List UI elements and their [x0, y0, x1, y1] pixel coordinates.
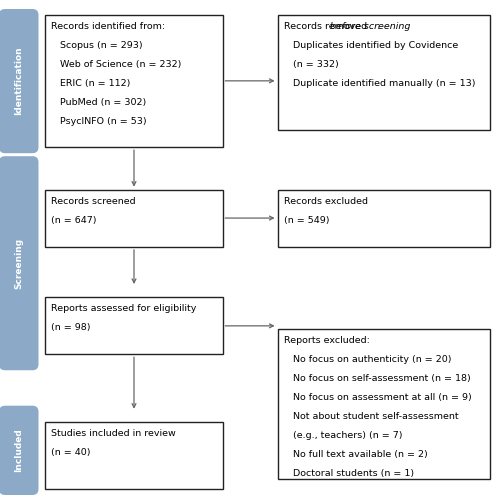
FancyBboxPatch shape [0, 156, 38, 370]
Text: Scopus (n = 293): Scopus (n = 293) [51, 41, 142, 50]
Text: (n = 40): (n = 40) [51, 448, 90, 457]
Text: No full text available (n = 2): No full text available (n = 2) [284, 450, 428, 459]
Bar [45, 297, 222, 354]
Text: Records excluded: Records excluded [284, 197, 368, 206]
Bar [45, 190, 222, 247]
Text: Not about student self-assessment: Not about student self-assessment [284, 412, 458, 421]
Text: Reports assessed for eligibility: Reports assessed for eligibility [51, 304, 197, 313]
Text: (n = 332): (n = 332) [284, 60, 339, 69]
Text: before screening: before screening [330, 22, 410, 31]
Bar [45, 15, 222, 147]
Text: (n = 98): (n = 98) [51, 323, 90, 332]
Text: No focus on assessment at all (n = 9): No focus on assessment at all (n = 9) [284, 393, 472, 402]
Text: No focus on authenticity (n = 20): No focus on authenticity (n = 20) [284, 355, 451, 364]
Text: Included: Included [14, 429, 23, 472]
Text: (n = 549): (n = 549) [284, 216, 329, 225]
Bar [278, 190, 490, 247]
Text: Identification: Identification [14, 47, 23, 115]
Text: Web of Science (n = 232): Web of Science (n = 232) [51, 60, 182, 69]
Text: ERIC (n = 112): ERIC (n = 112) [51, 79, 130, 88]
Bar [278, 15, 490, 130]
Text: Duplicate identified manually (n = 13): Duplicate identified manually (n = 13) [284, 79, 475, 88]
FancyBboxPatch shape [0, 406, 38, 495]
Text: PsycINFO (n = 53): PsycINFO (n = 53) [51, 117, 146, 126]
Text: Records identified from:: Records identified from: [51, 22, 165, 31]
Text: Studies included in review: Studies included in review [51, 429, 176, 438]
Text: PubMed (n = 302): PubMed (n = 302) [51, 98, 146, 107]
Bar [45, 422, 222, 489]
Text: Records screened: Records screened [51, 197, 136, 206]
Text: No focus on self-assessment (n = 18): No focus on self-assessment (n = 18) [284, 374, 470, 383]
Text: Duplicates identified by Covidence: Duplicates identified by Covidence [284, 41, 458, 50]
Text: Reports excluded:: Reports excluded: [284, 336, 370, 345]
Text: Records removed: Records removed [284, 22, 370, 31]
Text: (e.g., teachers) (n = 7): (e.g., teachers) (n = 7) [284, 431, 402, 440]
Text: :: : [376, 22, 380, 31]
Text: Doctoral students (n = 1): Doctoral students (n = 1) [284, 469, 414, 478]
Text: Screening: Screening [14, 238, 23, 289]
FancyBboxPatch shape [0, 9, 38, 153]
Bar [278, 329, 490, 479]
Text: (n = 647): (n = 647) [51, 216, 96, 225]
